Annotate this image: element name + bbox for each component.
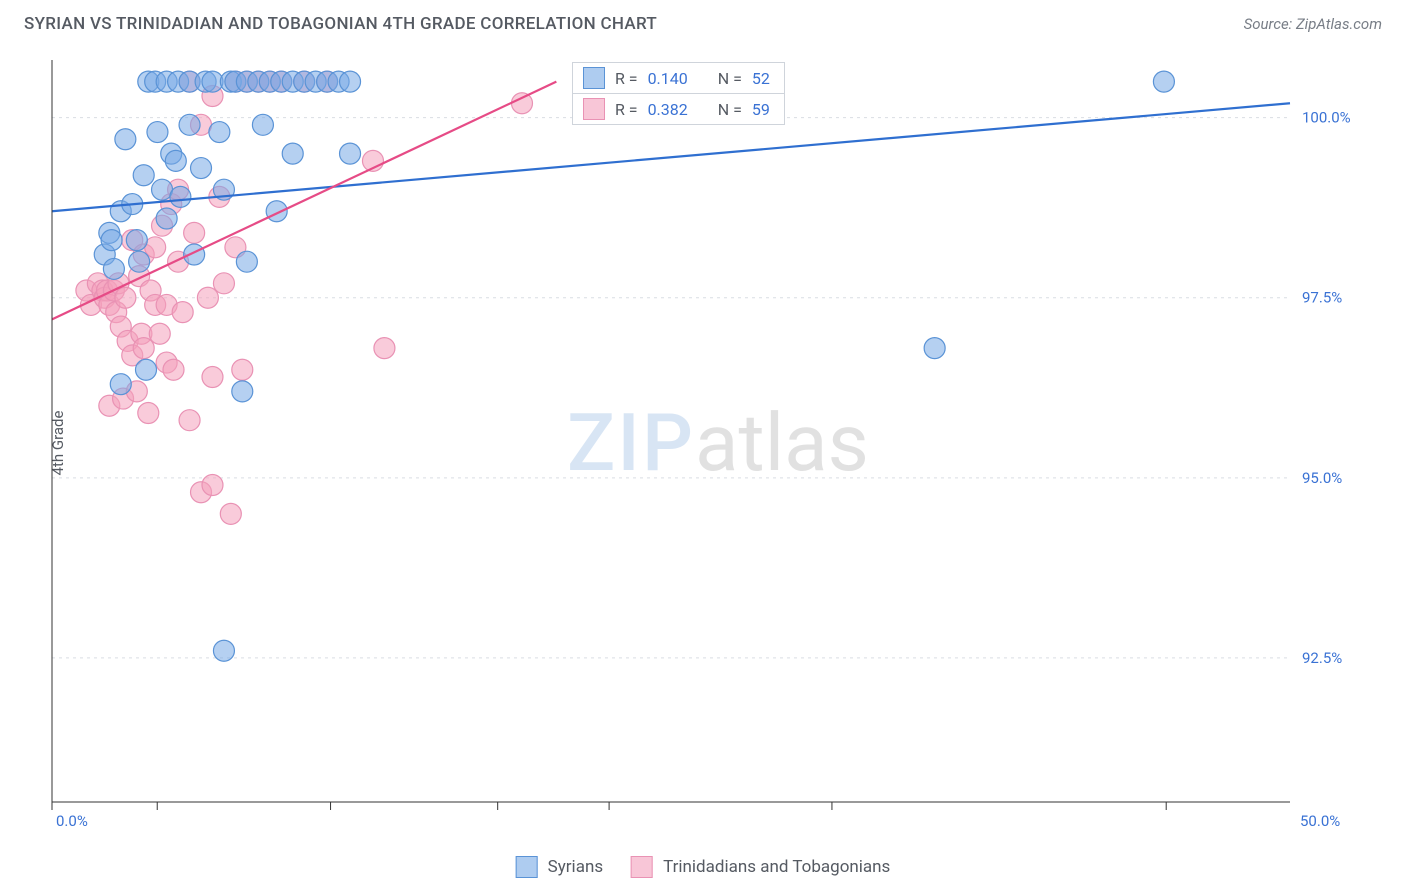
swatch-pink-icon bbox=[631, 856, 653, 878]
swatch-blue-icon bbox=[516, 856, 538, 878]
swatch-pink-icon bbox=[583, 98, 605, 120]
svg-text:0.0%: 0.0% bbox=[56, 812, 88, 830]
source-attribution: Source: ZipAtlas.com bbox=[1244, 15, 1382, 33]
svg-text:50.0%: 50.0% bbox=[1300, 812, 1340, 830]
series-legend: Syrians Trinidadians and Tobagonians bbox=[516, 856, 891, 878]
chart-title: SYRIAN VS TRINIDADIAN AND TOBAGONIAN 4TH… bbox=[24, 14, 657, 34]
swatch-blue-icon bbox=[583, 67, 605, 89]
stats-row-blue: R = 0.140 N = 52 bbox=[573, 63, 784, 94]
legend-item-pink: Trinidadians and Tobagonians bbox=[631, 856, 890, 878]
svg-text:97.5%: 97.5% bbox=[1302, 289, 1342, 307]
legend-item-blue: Syrians bbox=[516, 856, 603, 878]
svg-text:100.0%: 100.0% bbox=[1302, 109, 1351, 127]
svg-text:92.5%: 92.5% bbox=[1302, 649, 1342, 667]
svg-text:95.0%: 95.0% bbox=[1302, 469, 1342, 487]
stats-row-pink: R = 0.382 N = 59 bbox=[573, 94, 784, 124]
plot-area: 4th Grade 100.0%97.5%95.0%92.5%0.0%50.0%… bbox=[48, 54, 1388, 832]
stats-legend: R = 0.140 N = 52 R = 0.382 N = 59 bbox=[572, 62, 785, 125]
scatter-chart: 100.0% 97.5% 95.0% 92.5% 0.0% 50.0% bbox=[48, 54, 1388, 832]
